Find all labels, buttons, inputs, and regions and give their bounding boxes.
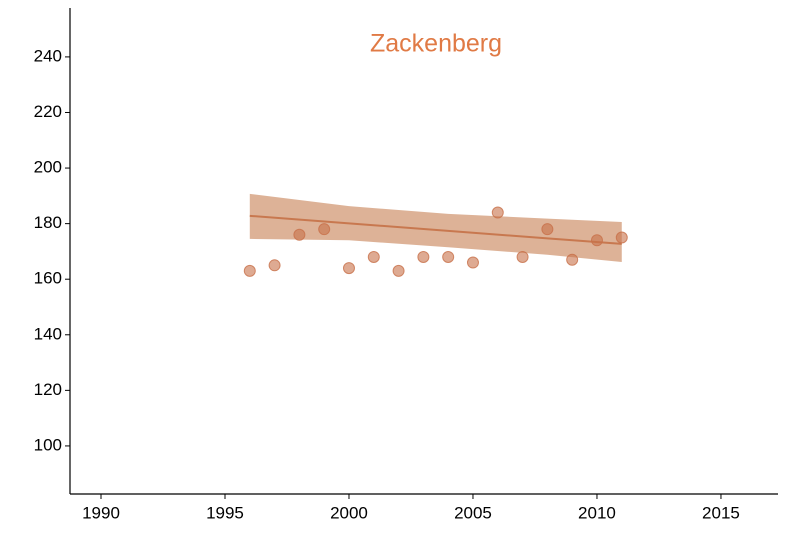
y-tick-label: 180 (34, 213, 62, 232)
point (318, 223, 331, 236)
y-tick-label: 240 (34, 46, 62, 65)
point (516, 250, 529, 263)
confidence-band (249, 193, 622, 262)
point (367, 250, 380, 263)
x-tick-label: 2015 (702, 503, 740, 522)
x-tick-label: 1995 (206, 503, 244, 522)
chart-title: Zackenberg (370, 30, 502, 58)
point (491, 206, 504, 219)
point (615, 231, 628, 244)
fit-line (249, 214, 622, 245)
point (293, 228, 306, 241)
point (268, 259, 281, 272)
x-tick-label: 2000 (330, 503, 368, 522)
y-tick-label: 200 (34, 158, 62, 177)
y-tick-label: 140 (34, 324, 62, 343)
point (243, 264, 256, 277)
x-tick-label: 1990 (82, 503, 120, 522)
point (392, 264, 405, 277)
y-tick-label: 120 (34, 380, 62, 399)
point (442, 250, 455, 263)
point (342, 262, 355, 275)
y-tick-label: 160 (34, 269, 62, 288)
x-tick-label: 2005 (454, 503, 492, 522)
y-tick-label: 100 (34, 435, 62, 454)
point (417, 250, 430, 263)
point (566, 253, 579, 266)
point (466, 256, 479, 269)
x-tick-label: 2010 (578, 503, 616, 522)
point (590, 234, 603, 247)
point (541, 223, 554, 236)
y-tick-label: 220 (34, 102, 62, 121)
